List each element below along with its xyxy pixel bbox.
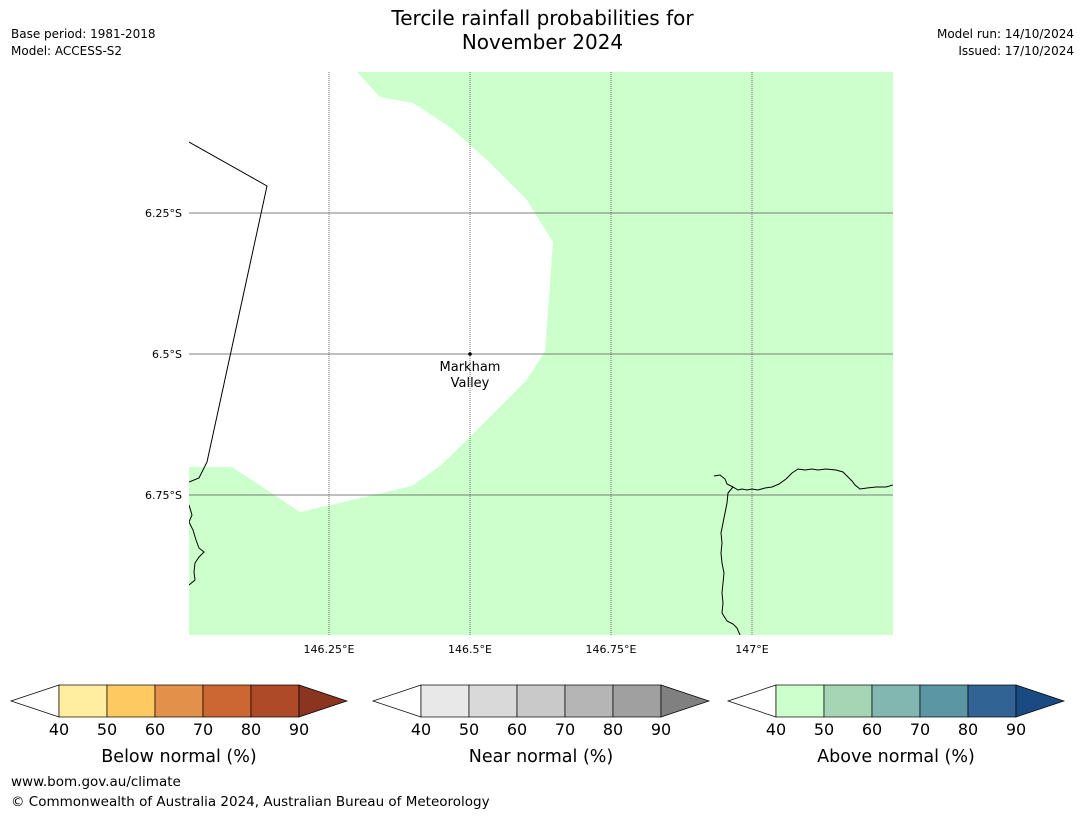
colorbar-low-triangle	[9, 684, 60, 718]
colorbar-segment-60-70	[154, 684, 204, 718]
colorbar-segment-70-80	[919, 684, 969, 718]
colorbar-segment-70-80	[564, 684, 614, 718]
colorbar-above-normal: 40 50 60 70 80 90 Above normal (%)	[726, 684, 1066, 767]
colorbar-tick: 90	[289, 720, 309, 739]
colorbar-high-triangle	[298, 684, 349, 718]
colorbar-segment-50-60	[823, 684, 873, 718]
colorbar-segment-80-90	[612, 684, 662, 718]
axis-labels: 6.25°S 6.5°S 6.75°S 146.25°E 146.5°E 146…	[145, 207, 769, 656]
coastline-huon-gulf	[713, 468, 893, 491]
model-name: Model: ACCESS-S2	[11, 44, 123, 58]
colorbar-tick: 80	[603, 720, 623, 739]
colorbar-tick: 40	[411, 720, 431, 739]
coastline-west	[189, 504, 205, 586]
model-run: Model run: 14/10/2024	[936, 27, 1074, 41]
lat-label-6-25: 6.25°S	[145, 207, 182, 220]
colorbar-high-triangle	[660, 684, 711, 718]
colorbar-segment-50-60	[106, 684, 156, 718]
colorbar-low-triangle	[371, 684, 422, 718]
coastlines	[189, 141, 893, 635]
colorbar-tick: 40	[49, 720, 69, 739]
colorbar-label: Above normal (%)	[817, 747, 975, 767]
colorbar-segment-60-70	[871, 684, 921, 718]
colorbar-segment-80-90	[967, 684, 1017, 718]
location-marker	[468, 352, 472, 356]
colorbar-tick: 50	[97, 720, 117, 739]
lon-label-146-5: 146.5°E	[448, 643, 492, 656]
colorbar-near-normal: 40 50 60 70 80 90 Near normal (%)	[371, 684, 711, 767]
colorbar-segment-40-50	[58, 684, 108, 718]
colorbar-low-triangle	[726, 684, 777, 718]
map-panel	[189, 72, 893, 635]
colorbar-tick: 90	[651, 720, 671, 739]
base-period: Base period: 1981-2018	[11, 27, 156, 41]
colorbar-segment-80-90	[250, 684, 300, 718]
colorbar-tick: 50	[814, 720, 834, 739]
lat-label-6-75: 6.75°S	[145, 489, 182, 502]
meta-left: Base period: 1981-2018 Model: ACCESS-S2	[11, 26, 156, 60]
footer-url: www.bom.gov.au/climate	[11, 774, 181, 790]
meta-right: Model run: 14/10/2024 Issued: 17/10/2024	[937, 26, 1074, 60]
colorbar-segment-50-60	[468, 684, 518, 718]
footer-copyright: © Commonwealth of Australia 2024, Austra…	[11, 794, 490, 810]
map-title: Tercile rainfall probabilities for Novem…	[0, 6, 1085, 54]
colorbar-high-triangle	[1015, 684, 1066, 718]
colorbar-segment-60-70	[516, 684, 566, 718]
colorbar-label: Below normal (%)	[101, 747, 256, 767]
colorbar-tick: 60	[145, 720, 165, 739]
title-line-2: November 2024	[461, 30, 624, 54]
colorbar-label: Near normal (%)	[469, 747, 614, 767]
issued-date: Issued: 17/10/2024	[958, 44, 1074, 58]
colorbar-tick: 60	[862, 720, 882, 739]
location-label-line-2: Valley	[451, 376, 490, 391]
colorbar-segment-40-50	[775, 684, 825, 718]
border-line-west	[189, 141, 268, 483]
lon-label-146-25: 146.25°E	[304, 643, 355, 656]
colorbar-tick: 70	[555, 720, 575, 739]
location-label-line-1: Markham	[440, 360, 501, 375]
colorbar-tick: 50	[459, 720, 479, 739]
title-line-1: Tercile rainfall probabilities for	[391, 6, 694, 30]
colorbar-tick: 90	[1006, 720, 1026, 739]
colorbar-tick: 70	[910, 720, 930, 739]
graticule	[189, 72, 893, 635]
colorbar-below-normal: 40 50 60 70 80 90 Below normal (%)	[9, 684, 349, 767]
lon-label-146-75: 146.75°E	[586, 643, 637, 656]
colorbar-segment-40-50	[420, 684, 470, 718]
lat-label-6-5: 6.5°S	[152, 348, 182, 361]
coastline-south	[720, 486, 741, 635]
colorbar-tick: 60	[507, 720, 527, 739]
colorbar-tick: 70	[193, 720, 213, 739]
colorbar-segment-70-80	[202, 684, 252, 718]
colorbar-tick: 80	[958, 720, 978, 739]
colorbar-tick: 40	[766, 720, 786, 739]
colorbar-tick: 80	[241, 720, 261, 739]
lon-label-147: 147°E	[735, 643, 768, 656]
